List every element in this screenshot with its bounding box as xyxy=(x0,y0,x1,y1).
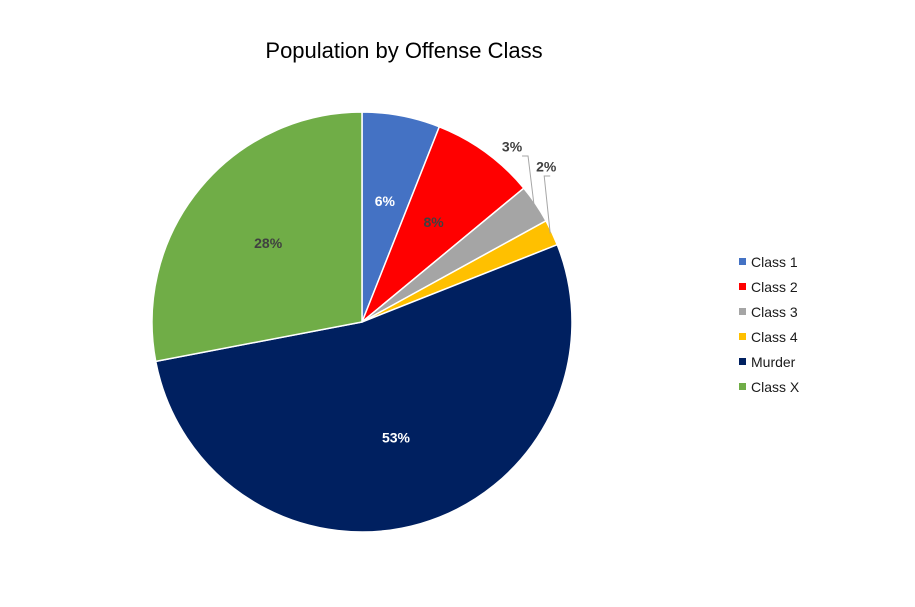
legend-label: Class X xyxy=(751,378,800,395)
data-label-class-2: 8% xyxy=(423,214,444,230)
legend-label: Class 4 xyxy=(751,328,798,345)
legend-label: Class 3 xyxy=(751,303,798,320)
chart-title: Population by Offense Class xyxy=(265,38,543,63)
legend-label: Class 2 xyxy=(751,278,798,295)
leader-line-class-4 xyxy=(543,175,551,234)
pie-slice-murder xyxy=(154,243,573,533)
legend-item-class-x: Class X xyxy=(739,374,799,399)
data-label-class-3: 3% xyxy=(502,139,523,155)
legend-swatch xyxy=(739,333,746,340)
legend-item-murder: Murder xyxy=(739,349,799,374)
legend-item-class-1: Class 1 xyxy=(739,249,799,274)
data-label-class-1: 6% xyxy=(375,193,396,209)
data-label-class-4: 2% xyxy=(536,159,557,175)
legend-swatch xyxy=(739,283,746,290)
legend-swatch xyxy=(739,258,746,265)
legend-item-class-2: Class 2 xyxy=(739,274,799,299)
pie-slice-class-2 xyxy=(361,125,525,323)
legend-label: Class 1 xyxy=(751,253,798,270)
legend-swatch xyxy=(739,358,746,365)
data-label-class-x: 28% xyxy=(254,235,283,251)
legend-item-class-3: Class 3 xyxy=(739,299,799,324)
legend-label: Murder xyxy=(751,353,796,370)
data-label-murder: 53% xyxy=(382,430,411,446)
legend-item-class-4: Class 4 xyxy=(739,324,799,349)
pie-slice-class-x xyxy=(151,111,363,363)
leader-line-class-3 xyxy=(522,155,535,206)
legend-swatch xyxy=(739,308,746,315)
legend-swatch xyxy=(739,383,746,390)
legend: Class 1 Class 2 Class 3 Class 4 Murder C… xyxy=(739,249,799,399)
